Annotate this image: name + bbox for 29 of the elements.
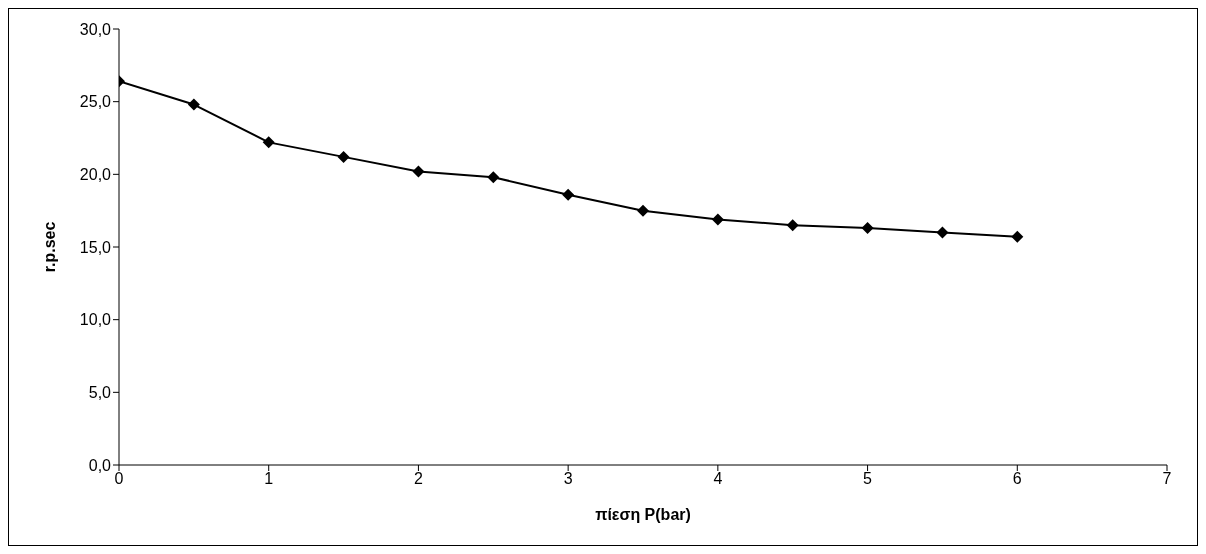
point <box>861 222 874 235</box>
x-tick-label: 0 <box>114 470 124 488</box>
point <box>786 219 799 232</box>
x-tick-label: 6 <box>1012 470 1022 488</box>
point <box>412 165 425 178</box>
point <box>562 188 575 201</box>
y-tick-label: 15,0 <box>79 238 112 256</box>
x-tick-label: 1 <box>264 470 274 488</box>
x-tick-label: 5 <box>863 470 873 488</box>
x-tick-label: 7 <box>1162 470 1172 488</box>
y-axis-title: r.p.sec <box>40 221 58 273</box>
point <box>262 136 275 149</box>
point <box>711 213 724 226</box>
point <box>637 204 649 217</box>
y-tick-label: 25,0 <box>79 93 112 111</box>
point <box>1011 230 1024 243</box>
point <box>936 226 949 239</box>
point <box>187 98 200 111</box>
x-tick-label: 3 <box>563 470 573 488</box>
y-tick-label: 0,0 <box>88 456 112 474</box>
point <box>337 150 350 163</box>
y-tick-label: 20,0 <box>79 166 112 184</box>
x-tick-label: 2 <box>413 470 423 488</box>
y-tick-label: 5,0 <box>88 384 112 402</box>
point <box>487 171 500 184</box>
y-tick-label: 10,0 <box>79 311 112 329</box>
x-axis-title: πίεση P(bar) <box>595 506 691 523</box>
x-tick-label: 4 <box>713 470 723 488</box>
y-tick-label: 30,0 <box>79 20 112 38</box>
